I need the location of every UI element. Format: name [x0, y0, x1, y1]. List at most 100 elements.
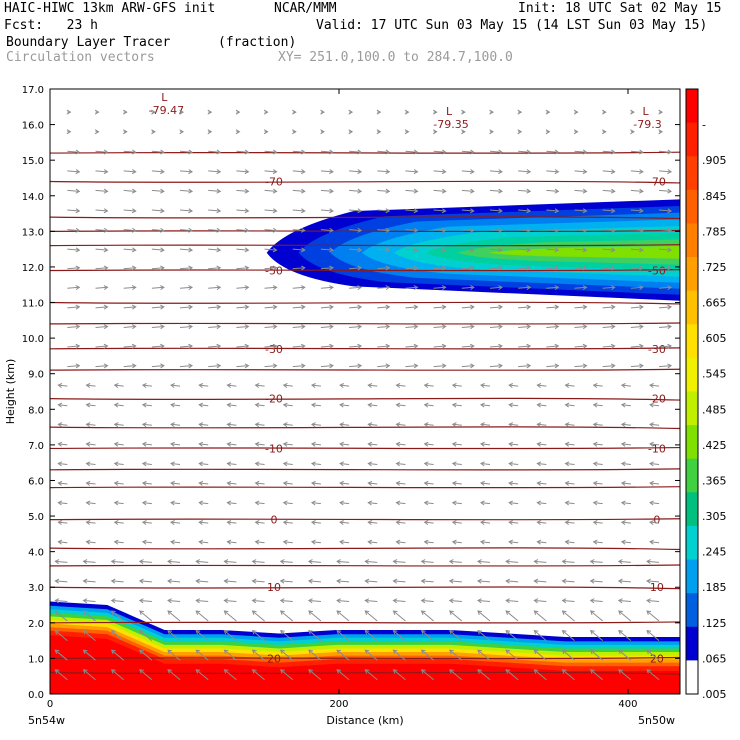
circulation-vector-head [75, 227, 81, 233]
circulation-vector [477, 669, 491, 681]
circulation-vector-head [658, 129, 664, 135]
circulation-vector-head [646, 629, 652, 635]
circulation-vector [83, 610, 96, 622]
circulation-vector [180, 306, 193, 309]
circulation-vector [546, 286, 559, 289]
circulation-vector-head [610, 363, 616, 369]
circulation-vector-head [329, 324, 334, 330]
circulation-vector-head [300, 343, 306, 349]
circulation-vector-head [589, 559, 595, 565]
circulation-vector [236, 345, 249, 348]
circulation-vector-head [620, 539, 626, 545]
circulation-vector-head [441, 343, 447, 349]
circulation-vector-head [385, 304, 391, 310]
circulation-vector [67, 365, 80, 368]
circulation-vector-head [103, 324, 109, 330]
circulation-vector-head [138, 578, 144, 584]
circulation-vector-head [251, 598, 257, 604]
circulation-vector-head [536, 402, 542, 408]
circulation-vector [123, 325, 136, 328]
circulation-vector-head [505, 598, 510, 604]
circulation-vector-head [170, 500, 175, 506]
circulation-vector [537, 443, 547, 446]
circulation-vector [461, 229, 474, 232]
circulation-vector [489, 325, 503, 328]
colorbar-label: .665 [702, 297, 727, 310]
circulation-vector [111, 630, 125, 642]
circulation-vector [86, 384, 96, 387]
circulation-vector-head [477, 610, 483, 615]
circulation-vector [308, 610, 322, 622]
circulation-vector-head [508, 539, 514, 545]
circulation-vector-head [470, 169, 475, 175]
circulation-vector-head [160, 247, 165, 253]
circulation-vector-head [170, 480, 175, 486]
circulation-vector-head [300, 188, 306, 194]
circulation-vector [593, 462, 603, 465]
circulation-vector [170, 443, 181, 446]
circulation-vector [264, 189, 277, 192]
circulation-vector-head [470, 285, 475, 291]
circulation-vector-head [498, 169, 503, 175]
circulation-vector-head [413, 363, 419, 369]
circulation-vector [227, 462, 237, 465]
circulation-vector [433, 325, 446, 328]
circulation-vector-head [582, 324, 588, 330]
circulation-vector [452, 502, 462, 505]
circulation-vector-head [235, 129, 241, 135]
circulation-vector [114, 462, 124, 465]
circulation-vector-head [592, 402, 598, 408]
circulation-vector [58, 384, 68, 387]
circulation-vector [227, 423, 237, 426]
circulation-vector-head [280, 649, 285, 655]
circulation-vector-head [477, 559, 482, 565]
circulation-vector [368, 521, 378, 524]
circulation-vector [659, 209, 672, 212]
circulation-vector-head [470, 304, 475, 310]
colorbar-swatch [686, 660, 698, 695]
circulation-vector-head [526, 188, 532, 194]
circulation-vector [377, 325, 390, 328]
circulation-vector-head [564, 480, 570, 486]
circulation-vector-head [367, 500, 373, 506]
circulation-vector-head [610, 208, 616, 214]
circulation-vector [377, 209, 390, 212]
circulation-vector [195, 649, 209, 661]
circulation-vector [320, 189, 333, 192]
circulation-vector-head [244, 169, 250, 175]
circulation-vector-head [630, 109, 635, 115]
circulation-vector [283, 384, 293, 387]
circulation-vector-head [216, 208, 222, 214]
circulation-vector-head [526, 324, 532, 330]
circulation-vector-head [620, 383, 626, 388]
circulation-vector-head [66, 109, 72, 115]
circulation-vector-head [75, 324, 81, 330]
circulation-vector-head [141, 539, 147, 545]
circulation-vector-head [441, 324, 447, 330]
circulation-vector [83, 599, 96, 602]
circulation-vector-head [357, 304, 363, 310]
circulation-vector-head [395, 402, 401, 408]
circulation-vector [224, 669, 237, 681]
circulation-vector-head [526, 304, 532, 310]
temperature-contour [49, 269, 681, 272]
circulation-vector [449, 649, 463, 661]
x-tick-label: 200 [329, 699, 348, 710]
circulation-vector [433, 345, 446, 348]
header-run-title: HAIC-HIWC 13km ARW-GFS init [4, 1, 216, 16]
colorbar-label: .725 [702, 261, 727, 274]
temperature-contour [49, 468, 681, 471]
circulation-vector [461, 345, 474, 348]
circulation-vector [308, 560, 321, 563]
circulation-vector [180, 325, 193, 328]
header-init-time: Init: 18 UTC Sat 02 May 15 [518, 1, 722, 16]
circulation-vector [167, 649, 181, 661]
circulation-vector-head [470, 265, 475, 271]
circulation-vector [252, 599, 265, 602]
circulation-vector [123, 286, 136, 289]
circulation-vector-head [564, 441, 570, 447]
circulation-vector-head [272, 169, 278, 175]
circulation-vector [292, 345, 305, 348]
circulation-vector [405, 345, 418, 348]
circulation-vector-head [582, 208, 588, 214]
